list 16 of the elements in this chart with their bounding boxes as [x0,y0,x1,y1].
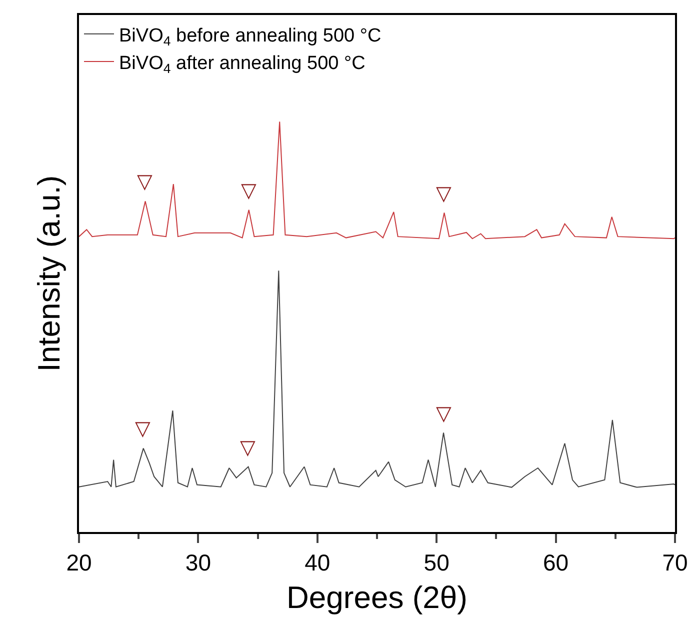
x-tick-label: 40 [304,549,330,576]
y-axis-title: Intensity (a.u.) [31,175,66,372]
x-axis-title: Degrees (2θ) [286,580,468,616]
x-tick-label: 70 [662,549,688,576]
annotation: ▽ [436,181,452,205]
annotation: ▽ [240,435,256,459]
annotation: ▽ [436,401,452,425]
legend-label: BiVO$_{4}$ before annealing 500 °C [119,25,382,48]
annotation: ▽ [137,169,153,193]
x-tick-label: 60 [543,549,569,576]
annotation: ▽ [241,178,257,202]
x-tick-label: 20 [66,549,92,576]
x-tick-label: 50 [424,549,450,576]
x-tick-label: 30 [185,549,211,576]
annotation: ▽ [135,416,151,440]
legend-label: BiVO$_{4}$ after annealing 500 °C [119,52,366,76]
